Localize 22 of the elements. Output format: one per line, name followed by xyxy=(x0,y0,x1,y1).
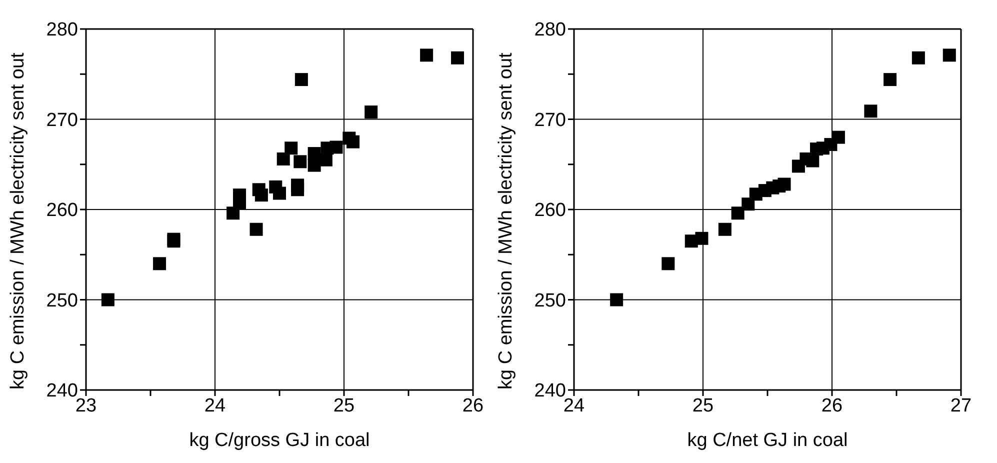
x-tick-label: 26 xyxy=(462,395,484,416)
y-tick-label: 270 xyxy=(534,110,566,131)
y-tick-label: 250 xyxy=(534,290,566,312)
y-tick-label: 260 xyxy=(534,200,566,222)
x-tick-label: 24 xyxy=(563,395,585,416)
x-tick-label: 23 xyxy=(75,395,97,416)
y-tick-label: 280 xyxy=(534,20,566,41)
x-tick-label: 24 xyxy=(204,395,226,416)
x-axis-title: kg C/net GJ in coal xyxy=(687,430,848,451)
x-tick-label: 26 xyxy=(821,395,843,416)
x-axis-title: kg C/gross GJ in coal xyxy=(189,430,370,451)
y-axis-title: kg C emission / MWh electricity sent out xyxy=(8,52,29,390)
x-tick-label: 27 xyxy=(950,395,972,416)
y-tick-label: 260 xyxy=(46,200,78,222)
y-tick-label: 270 xyxy=(46,110,78,131)
y-axis-title: kg C emission / MWh electricity sent out xyxy=(496,52,517,390)
x-tick-label: 25 xyxy=(692,395,714,416)
x-tick-label: 25 xyxy=(333,395,355,416)
y-tick-label: 240 xyxy=(46,380,78,402)
y-tick-label: 280 xyxy=(46,20,78,41)
y-tick-label: 250 xyxy=(46,290,78,312)
y-tick-label: 240 xyxy=(534,380,566,402)
